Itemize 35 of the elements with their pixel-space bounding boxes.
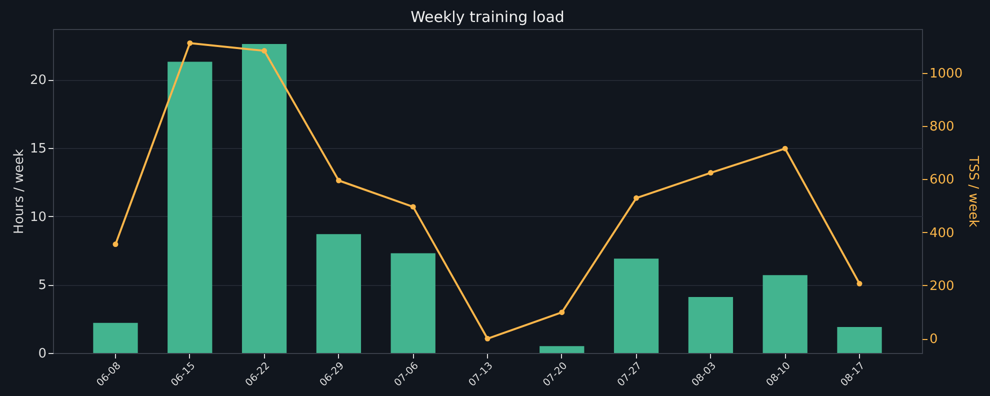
point [484,336,490,342]
y-tick-label: 5 [38,278,46,294]
point [262,48,268,54]
y-tick-label: 0 [38,346,46,362]
y-axis-title: Hours / week [12,148,27,234]
y2-axis-title: TSS / week [966,154,981,228]
point [410,204,416,210]
bar [168,62,212,353]
y2-tick-label: 0 [930,332,938,348]
y2-tick-label: 200 [930,278,954,294]
point [112,242,118,248]
bar [614,258,659,353]
y2-tick-label: 800 [930,120,954,135]
point [782,146,788,152]
point [559,310,565,316]
bar [316,234,362,353]
bar [390,253,436,353]
point [336,178,342,184]
bar [93,322,138,353]
y-tick-label: 20 [30,73,46,88]
y2-tick-label: 1000 [930,66,963,82]
y2-tick-label: 400 [930,226,954,241]
bar [688,296,734,353]
point [856,280,862,286]
bar [540,346,584,353]
bar [242,44,287,353]
point [187,40,193,46]
chart-title: Weekly training load [410,8,564,26]
point [634,195,640,201]
bar [762,275,808,353]
bar [837,327,882,353]
point [708,170,714,176]
y-tick-label: 15 [30,141,46,156]
y2-tick-label: 600 [930,172,954,188]
y-tick-label: 10 [30,210,46,225]
